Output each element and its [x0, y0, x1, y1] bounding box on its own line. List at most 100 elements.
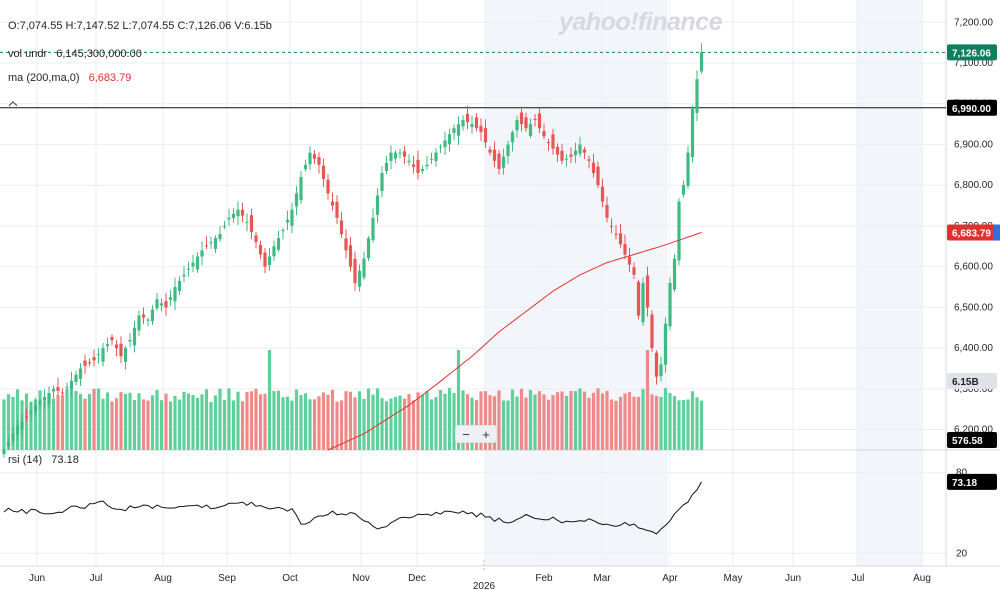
volume-bar: [614, 400, 618, 450]
ma-indicator-label: ma (200,ma,0): [8, 72, 80, 84]
candle-body: [15, 425, 20, 435]
volume-bar: [132, 400, 137, 450]
price-tick-label: 6,800.00: [954, 180, 993, 191]
candle-body: [488, 149, 492, 153]
rsi-indicator-value: 73.18: [51, 454, 79, 466]
candle-body: [159, 303, 164, 306]
volume-bar: [33, 399, 38, 450]
candle-body: [20, 421, 24, 430]
volume-bar: [200, 394, 204, 450]
candle-body: [686, 152, 690, 186]
price-tick-label: 6,500.00: [954, 302, 993, 313]
volume-bar: [245, 391, 249, 450]
zoom-in-button[interactable]: +: [482, 426, 490, 442]
volume-tag: 6.15B: [947, 373, 997, 389]
candle-body: [303, 164, 308, 170]
candle-body: [74, 374, 78, 383]
volume-bar: [137, 393, 141, 450]
volume-bar: [560, 391, 564, 450]
candle-body: [632, 267, 636, 275]
volume-bar: [690, 391, 695, 450]
candle-body: [456, 124, 461, 136]
rsi-indicator-label: rsi (14): [8, 454, 43, 466]
candle-body: [312, 154, 317, 159]
candle-body: [479, 125, 483, 133]
rsi-indicator-legend[interactable]: rsi (14) 73.18: [8, 454, 79, 466]
volume-bar: [69, 389, 74, 450]
volume-bar: [24, 393, 29, 450]
volume-bar: [456, 350, 461, 450]
zoom-out-button[interactable]: −: [462, 426, 470, 442]
volume-bar: [434, 397, 438, 450]
volume-bar: [303, 393, 308, 450]
volume-indicator-legend[interactable]: vol undr 6,145,300,000.00: [8, 48, 142, 60]
year-marker-label: 2026: [473, 581, 496, 590]
volume-bar: [465, 394, 470, 450]
price-tick-label: 7,100.00: [954, 58, 993, 69]
ma-indicator-legend[interactable]: ma (200,ma,0) 6,683.79: [8, 72, 131, 84]
volume-bar: [326, 394, 330, 450]
volume-bar: [663, 388, 668, 450]
volume-value: V:6.15b: [234, 20, 272, 32]
candle-body: [308, 152, 312, 165]
candle-body: [371, 217, 375, 241]
volume-bar: [123, 393, 128, 450]
volume-bar: [425, 390, 429, 450]
volume-bar: [380, 398, 384, 450]
volume-bar: [407, 394, 411, 450]
candle-body: [141, 314, 146, 318]
candle-body: [443, 140, 447, 148]
candle-body: [137, 315, 141, 331]
volume-bar: [492, 396, 497, 450]
candle-body: [321, 165, 326, 180]
tag-background: [947, 44, 997, 61]
volume-bar: [623, 393, 627, 450]
candle-body: [605, 204, 609, 218]
volume-bars: [2, 350, 704, 450]
volume-bar: [452, 393, 456, 450]
volume-bar: [506, 400, 510, 450]
x-tick-label: Aug: [913, 573, 931, 584]
volume-bar: [420, 394, 425, 450]
volume-bar: [546, 399, 551, 450]
candle-body: [681, 185, 686, 195]
volume-bar: [29, 401, 33, 450]
candle-body: [672, 258, 677, 290]
low-value: L:7,074.55: [122, 20, 175, 32]
high-value: H:7,147.52: [65, 20, 120, 32]
volume-bar: [686, 399, 690, 450]
candle-body: [344, 238, 348, 251]
volume-bar: [87, 393, 92, 450]
candle-body: [623, 243, 627, 255]
candle-body: [357, 270, 362, 287]
volume-bar: [38, 390, 42, 450]
volume-bar: [11, 397, 15, 450]
volume-bar: [519, 388, 524, 450]
volume-bar: [60, 395, 65, 450]
x-tick-label: May: [724, 573, 743, 584]
candle-body: [663, 323, 668, 365]
volume-bar: [695, 397, 699, 450]
volume-axis-tag: 576.58: [947, 432, 997, 448]
volume-bar: [636, 396, 641, 450]
candle-body: [339, 220, 344, 235]
volume-bar: [218, 388, 222, 450]
candle-body: [177, 280, 182, 291]
volume-bar: [83, 398, 87, 450]
candle-body: [569, 154, 573, 157]
candle-body: [452, 128, 456, 133]
price-tick-label: 6,200.00: [954, 425, 993, 436]
candle-body: [119, 343, 123, 357]
volume-bar: [398, 395, 402, 450]
candle-body: [60, 392, 65, 394]
candle-body: [348, 245, 353, 267]
candle-body: [690, 107, 695, 158]
candle-body: [497, 153, 501, 169]
volume-indicator-label: vol undr: [8, 48, 48, 60]
rsi-tag: 73.18: [947, 473, 997, 490]
candle-body: [317, 157, 321, 165]
candle-body: [506, 144, 510, 157]
volume-bar: [294, 389, 299, 450]
candle-body: [659, 364, 663, 377]
